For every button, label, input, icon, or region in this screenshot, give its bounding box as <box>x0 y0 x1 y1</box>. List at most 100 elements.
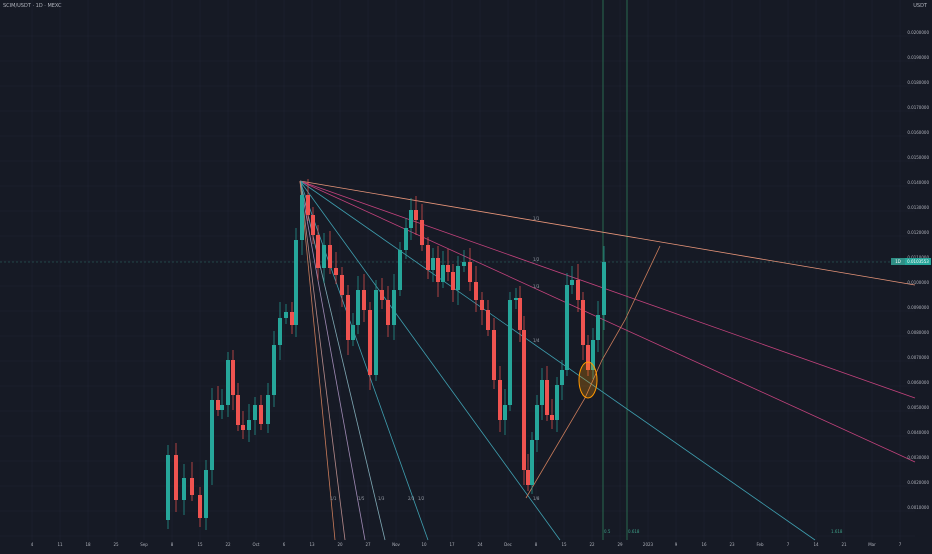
candle-body <box>322 245 326 268</box>
price-axis-label: 0.0140000 <box>907 180 929 185</box>
time-axis-label: 9 <box>674 542 678 547</box>
price-axis-label: 0.0180000 <box>907 80 929 85</box>
time-axis-label: Mar <box>868 542 876 547</box>
candle-body <box>414 210 418 220</box>
price-axis-label: 0.0110000 <box>907 255 929 260</box>
candle-body <box>480 300 484 310</box>
time-axis-label: 24 <box>477 542 483 547</box>
fan-label: 1/2 <box>418 496 425 501</box>
candle-body <box>526 470 530 485</box>
fan-line <box>299 180 386 541</box>
candle-body <box>535 405 539 440</box>
fan-line <box>299 180 429 541</box>
time-axis-label: Oct <box>252 542 260 547</box>
fan-lines <box>299 180 916 541</box>
fan-line <box>299 180 561 541</box>
time-axis-label: 25 <box>113 542 119 547</box>
candle-body <box>311 215 315 235</box>
candle-body <box>351 325 355 340</box>
price-axis-label: 0.0030000 <box>907 455 929 460</box>
candle-body <box>284 312 288 318</box>
candle-body <box>522 330 526 470</box>
time-axis-label: 4 <box>30 542 34 547</box>
candle-body <box>220 405 224 410</box>
fan-label: 1/4 <box>533 338 540 343</box>
candle-body <box>278 318 282 345</box>
price-axis-label: 0.0190000 <box>907 55 929 60</box>
candle-body <box>166 455 170 520</box>
candle-body <box>253 405 257 420</box>
vertical-tag: 1.618 <box>831 529 843 534</box>
candle-body <box>316 235 320 268</box>
time-axis-label: 15 <box>561 542 567 547</box>
candle-body <box>451 272 455 290</box>
time-axis-label: 18 <box>85 542 91 547</box>
candle-body <box>468 262 472 282</box>
candle-body <box>426 245 430 270</box>
price-axis-label: 0.0120000 <box>907 230 929 235</box>
time-axis-label: 8 <box>534 542 538 547</box>
fan-line <box>299 180 346 541</box>
time-axis-label: 10 <box>421 542 427 547</box>
candle-body <box>492 330 496 380</box>
symbol-header: SCIM/USDT · 1D · MEXC <box>3 3 62 9</box>
candle-body <box>204 470 208 518</box>
candle-body <box>498 380 502 420</box>
price-axis-label: 0.0150000 <box>907 155 929 160</box>
vertical-tag: 0.5 <box>604 529 611 534</box>
time-axis-label: 13 <box>309 542 315 547</box>
grid-lines <box>0 0 915 540</box>
candle-body <box>420 220 424 245</box>
price-axis-label: 0.0100000 <box>907 280 929 285</box>
candle-body <box>346 295 350 340</box>
time-axis-label: 22 <box>589 542 595 547</box>
candle-body <box>174 455 178 500</box>
time-axis-label: 6 <box>282 542 286 547</box>
time-axis-label: 7 <box>786 542 790 547</box>
time-axis-label: 20 <box>337 542 343 547</box>
price-axis-label: 0.0090000 <box>907 305 929 310</box>
fan-label: 1/1 <box>533 216 540 221</box>
price-axis-label: 0.0050000 <box>907 405 929 410</box>
fan-label: 1/3 <box>378 496 385 501</box>
candle-body <box>409 210 413 228</box>
candle-body <box>474 282 478 300</box>
fan-line <box>299 180 916 286</box>
fan-label: 1/8 <box>533 496 540 501</box>
projection-line <box>525 245 661 499</box>
candle-body <box>518 298 522 330</box>
candle-body <box>441 265 445 282</box>
candle-body <box>266 395 270 424</box>
candle-body <box>560 370 564 385</box>
price-axis-label: 0.0170000 <box>907 105 929 110</box>
time-axis-label: 8 <box>170 542 174 547</box>
current-price-tag: 1D <box>891 258 905 265</box>
time-axis-label: Nov <box>392 542 400 547</box>
candle-body <box>226 360 230 405</box>
candle-body <box>581 300 585 345</box>
candle-body <box>328 245 332 268</box>
fan-label: 1/3 <box>533 284 540 289</box>
candle-body <box>486 310 490 330</box>
candle-body <box>182 478 186 500</box>
price-axis-label: 0.0060000 <box>907 380 929 385</box>
fan-line <box>299 180 366 541</box>
current-price-badge: 0.0103553 <box>905 258 931 265</box>
fan-line <box>299 180 916 399</box>
fan-line <box>299 180 336 541</box>
candle-body <box>503 405 507 420</box>
time-axis-label: 23 <box>729 542 735 547</box>
fan-label: 1/5 <box>358 496 365 501</box>
candlesticks <box>166 179 606 530</box>
time-axis-label: 11 <box>57 542 63 547</box>
price-axis-label: 0.0020000 <box>907 480 929 485</box>
fan-line <box>299 180 916 463</box>
candle-body <box>565 285 569 370</box>
candle-body <box>398 250 402 290</box>
time-axis-label: 7 <box>898 542 902 547</box>
fan-labels: 1/11/21/31/41/81/5 1/3 2/3 1/21/10.5 0.618 1.… <box>330 216 843 534</box>
time-axis-label: Feb <box>756 542 764 547</box>
fan-label: 1/1 <box>330 496 337 501</box>
